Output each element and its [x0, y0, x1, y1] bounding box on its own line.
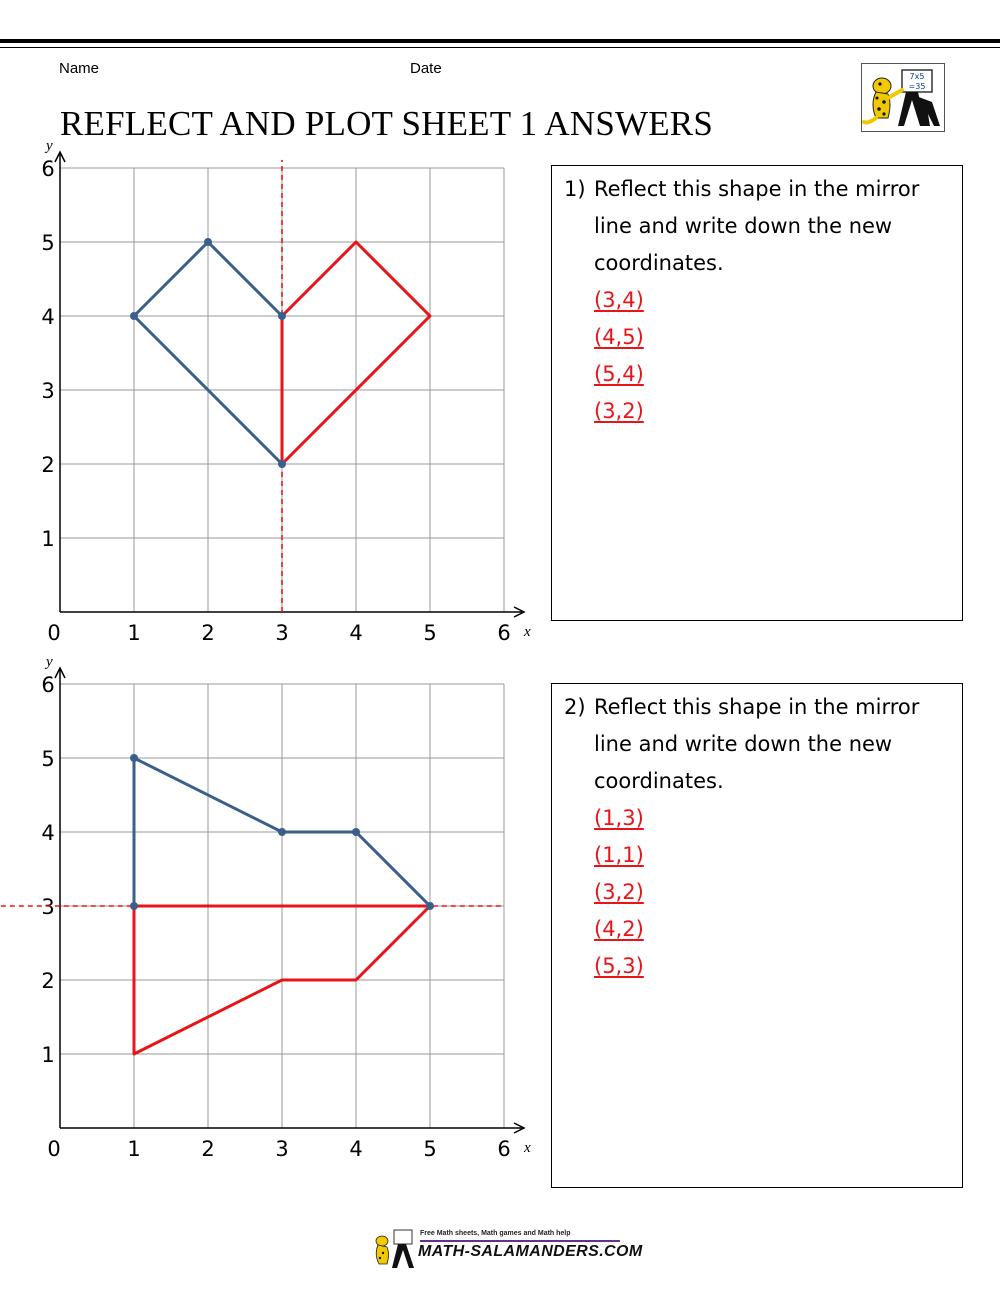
- date-label: Date: [410, 60, 442, 77]
- vertex-point: [352, 828, 360, 836]
- answer-item: (5,4): [594, 362, 644, 386]
- answer-item: (1,3): [594, 806, 644, 830]
- y-tick-label: 1: [41, 527, 54, 551]
- answer-item: (3,4): [594, 288, 644, 312]
- header-rule-thick: [0, 39, 1000, 43]
- y-tick-label: 5: [41, 747, 54, 771]
- x-tick-label: 3: [275, 1137, 288, 1161]
- x-tick-label: 6: [497, 621, 510, 645]
- x-tick-label: 4: [349, 621, 362, 645]
- header-rule-thin: [0, 47, 1000, 48]
- question-text: Reflect this shape in the mirror line an…: [594, 695, 920, 793]
- x-tick-label: 2: [201, 621, 214, 645]
- x-tick-label: 1: [127, 621, 140, 645]
- y-tick-label: 6: [41, 157, 54, 181]
- vertex-point: [130, 312, 138, 320]
- answer-item: (1,1): [594, 843, 644, 867]
- x-tick-label: 5: [423, 1137, 436, 1161]
- y-tick-label: 5: [41, 231, 54, 255]
- answer-item: (4,5): [594, 325, 644, 349]
- footer-tagline: Free Math sheets, Math games and Math he…: [420, 1230, 571, 1237]
- y-axis-arrow: [54, 150, 66, 163]
- vertex-point: [278, 460, 286, 468]
- vertex-point: [278, 312, 286, 320]
- y-tick-label: 3: [41, 895, 54, 919]
- logo-board-line-1: 7x5: [910, 72, 925, 81]
- x-tick-label: 1: [127, 1137, 140, 1161]
- y-axis-label: y: [44, 654, 53, 670]
- footer-underline: [420, 1240, 620, 1242]
- y-tick-label: 4: [41, 305, 54, 329]
- y-tick-label: 6: [41, 673, 54, 697]
- footer-salamander-icon: [375, 1229, 414, 1268]
- reflection-graph-1: x y 0 1 2 3 4 5 6 1 2 3 4 5 6: [41, 138, 531, 645]
- reflected-shape: [132, 904, 432, 1056]
- name-label: Name: [59, 60, 100, 77]
- answer-item: (3,2): [594, 880, 644, 904]
- y-tick-label: 2: [41, 969, 54, 993]
- question-number: 1): [564, 177, 586, 201]
- y-tick-label: 1: [41, 1043, 54, 1067]
- question-box-1: 1) Reflect this shape in the mirror line…: [551, 165, 963, 621]
- x-tick-label: 0: [47, 621, 60, 645]
- x-tick-label: 4: [349, 1137, 362, 1161]
- vertex-point: [130, 902, 138, 910]
- y-axis-arrow: [54, 666, 66, 679]
- answer-list: (3,4) (4,5) (5,4) (3,2): [594, 282, 962, 430]
- logo-board-line-2: =35: [909, 82, 926, 91]
- salamander-logo-icon: 7x5 =35: [861, 63, 945, 132]
- x-axis-label: x: [523, 1140, 531, 1156]
- answer-item: (3,2): [594, 399, 644, 423]
- x-tick-label: 3: [275, 621, 288, 645]
- question-text: Reflect this shape in the mirror line an…: [594, 177, 920, 275]
- x-tick-label: 5: [423, 621, 436, 645]
- vertex-point: [130, 754, 138, 762]
- answer-item: (4,2): [594, 917, 644, 941]
- y-tick-label: 2: [41, 453, 54, 477]
- answer-item: (5,3): [594, 954, 644, 978]
- reflection-graph-2: x y 0 1 2 3 4 5 6 1 2 3 4 5 6: [0, 654, 531, 1161]
- vertex-point: [278, 828, 286, 836]
- vertex-point: [204, 238, 212, 246]
- x-axis-arrow: [513, 606, 526, 618]
- question-number: 2): [564, 695, 586, 719]
- y-tick-label: 4: [41, 821, 54, 845]
- reflected-shape: [280, 240, 432, 466]
- x-tick-label: 6: [497, 1137, 510, 1161]
- vertex-point: [426, 902, 434, 910]
- footer-brand: Free Math sheets, Math games and Math he…: [372, 1228, 642, 1270]
- x-axis-label: x: [523, 624, 531, 640]
- question-box-2: 2) Reflect this shape in the mirror line…: [551, 683, 963, 1188]
- y-axis-label: y: [44, 138, 53, 154]
- answer-list: (1,3) (1,1) (3,2) (4,2) (5,3): [594, 800, 962, 985]
- x-axis-arrow: [513, 1122, 526, 1134]
- y-tick-label: 3: [41, 379, 54, 403]
- x-tick-label: 0: [47, 1137, 60, 1161]
- x-tick-label: 2: [201, 1137, 214, 1161]
- page-title: REFLECT AND PLOT SHEET 1 ANSWERS: [60, 104, 714, 143]
- footer-site-name: MATH-SALAMANDERS.COM: [418, 1243, 643, 1260]
